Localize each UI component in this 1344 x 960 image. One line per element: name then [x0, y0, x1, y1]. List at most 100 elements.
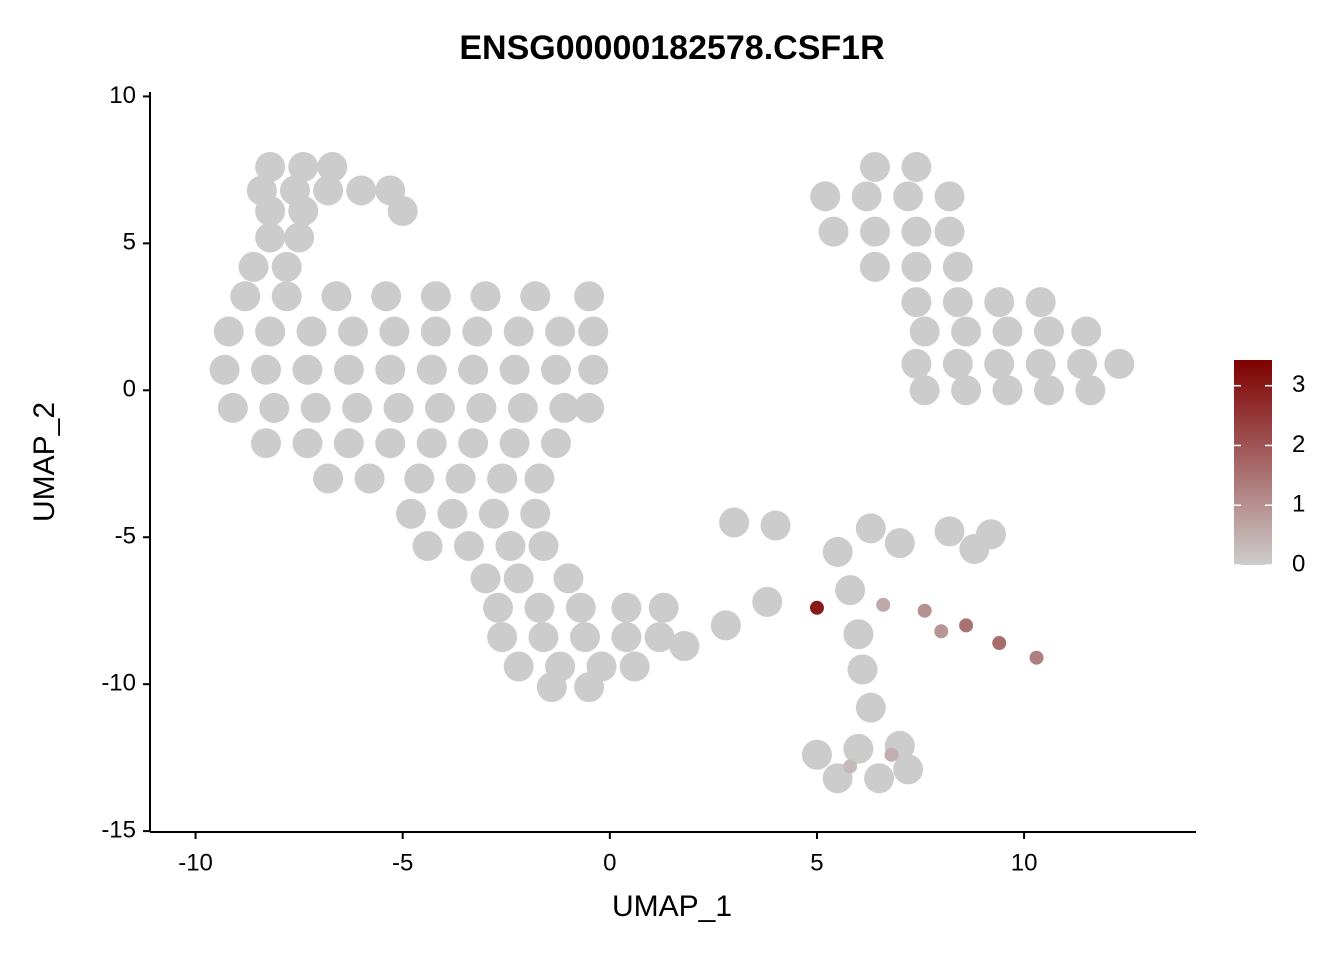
- point: [959, 618, 974, 633]
- point: [876, 597, 891, 612]
- point: [412, 531, 443, 562]
- point: [909, 316, 940, 347]
- axes: -10 -5 0 5 10 10 5 0 -5 -10 -15: [101, 82, 1196, 876]
- x-tick-label: 0: [603, 849, 616, 876]
- point: [951, 375, 982, 406]
- point: [611, 592, 642, 623]
- point: [1071, 316, 1102, 347]
- y-tick-label: 0: [123, 376, 136, 403]
- point: [466, 392, 497, 423]
- colorbar: [1234, 360, 1272, 565]
- point: [934, 216, 965, 247]
- point: [942, 287, 973, 318]
- point: [1025, 287, 1056, 318]
- point: [495, 531, 526, 562]
- point: [271, 251, 302, 282]
- point: [992, 375, 1023, 406]
- point: [255, 151, 286, 182]
- point: [250, 428, 281, 459]
- point: [503, 651, 534, 682]
- point: [569, 622, 600, 653]
- point: [843, 733, 874, 764]
- point: [259, 392, 290, 423]
- point: [346, 175, 377, 206]
- point: [458, 428, 489, 459]
- point: [1104, 348, 1135, 379]
- point: [578, 316, 609, 347]
- point: [499, 354, 530, 385]
- point: [354, 463, 385, 494]
- point: [719, 507, 750, 538]
- point: [901, 251, 932, 282]
- point: [404, 463, 435, 494]
- point: [855, 692, 886, 723]
- point: [503, 316, 534, 347]
- point: [420, 281, 451, 312]
- point: [752, 586, 783, 617]
- point: [317, 151, 348, 182]
- colorbar-tick-label: 3: [1292, 371, 1305, 398]
- y-tick-label: -5: [115, 523, 136, 550]
- point: [524, 463, 555, 494]
- point: [818, 216, 849, 247]
- point: [859, 216, 890, 247]
- point: [1075, 375, 1106, 406]
- point: [284, 222, 315, 253]
- point: [644, 622, 675, 653]
- point: [801, 739, 832, 770]
- point: [859, 151, 890, 182]
- point: [470, 563, 501, 594]
- point: [553, 563, 584, 594]
- point: [528, 531, 559, 562]
- point: [822, 536, 853, 567]
- point: [292, 354, 323, 385]
- point: [482, 592, 513, 623]
- point: [395, 498, 426, 529]
- point: [416, 428, 447, 459]
- point: [984, 348, 1015, 379]
- point: [540, 428, 571, 459]
- point: [238, 251, 269, 282]
- point: [292, 428, 323, 459]
- x-tick-label: -10: [178, 849, 213, 876]
- point: [333, 428, 364, 459]
- point: [545, 316, 576, 347]
- point: [648, 592, 679, 623]
- point: [333, 354, 364, 385]
- point: [574, 281, 605, 312]
- point: [230, 281, 261, 312]
- point: [478, 498, 509, 529]
- point: [288, 196, 319, 227]
- point: [453, 531, 484, 562]
- point: [536, 672, 567, 703]
- point: [669, 630, 700, 661]
- point: [255, 316, 286, 347]
- point: [611, 622, 642, 653]
- point: [458, 354, 489, 385]
- point: [934, 181, 965, 212]
- point: [835, 575, 866, 606]
- chart-title: ENSG00000182578.CSF1R: [459, 29, 884, 67]
- point: [213, 316, 244, 347]
- point: [710, 610, 741, 641]
- point: [520, 281, 551, 312]
- point: [909, 375, 940, 406]
- point: [855, 513, 886, 544]
- x-tick-label: 5: [810, 849, 823, 876]
- point: [420, 316, 451, 347]
- point: [499, 428, 530, 459]
- point: [379, 316, 410, 347]
- point: [342, 392, 373, 423]
- y-axis-label: UMAP_2: [28, 402, 61, 522]
- point: [884, 528, 915, 559]
- point: [578, 354, 609, 385]
- point: [864, 763, 895, 794]
- point: [901, 348, 932, 379]
- point: [942, 348, 973, 379]
- point: [209, 354, 240, 385]
- point: [917, 603, 932, 618]
- point: [371, 281, 402, 312]
- point: [1029, 650, 1044, 665]
- point: [424, 392, 455, 423]
